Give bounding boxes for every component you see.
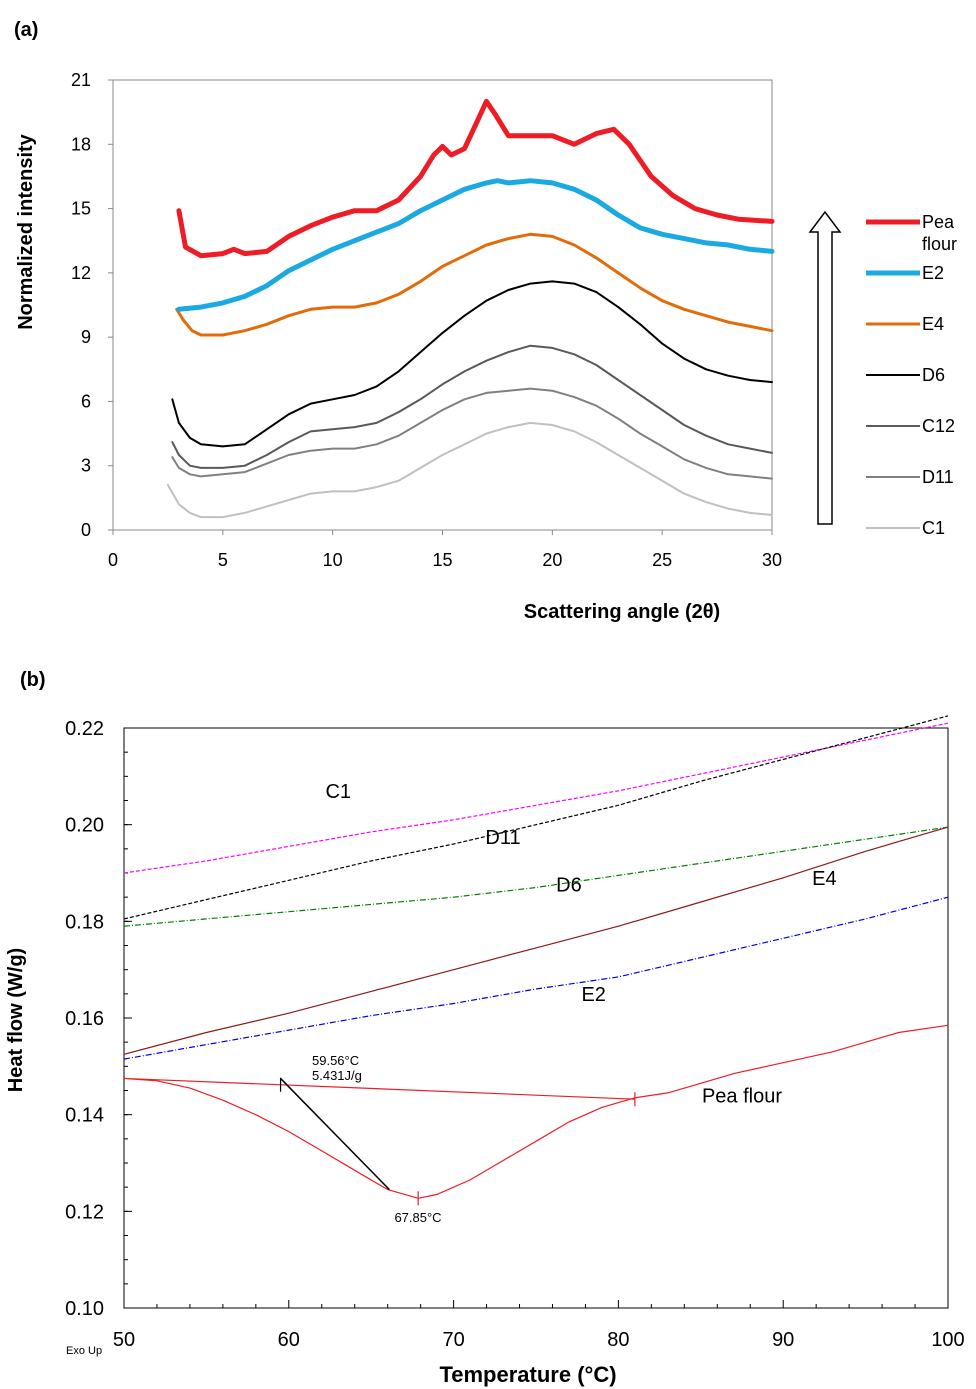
dsc-integration-baseline [123, 1077, 635, 1100]
dsc-series-pea-flour [123, 1024, 949, 1199]
xrd-series-e2 [176, 178, 775, 312]
exo-up-label: Exo Up [66, 1345, 102, 1357]
legend-label-e2: E2 [922, 263, 944, 283]
panel-b-label: (b) [20, 669, 46, 691]
peak-temperature-label: 67.85°C [394, 1210, 441, 1225]
dsc-chart: 50 60 70 80 90 100 0.10 0.12 0.14 0.16 0.18 0.20 0.2… [5, 715, 965, 1387]
dsc-onset-tangent [280, 1077, 390, 1191]
dsc-y-tick-label: 0.10 [65, 1298, 104, 1320]
dsc-y-tick-label: 0.14 [65, 1105, 104, 1127]
xrd-x-tick-label: 20 [542, 550, 562, 570]
dsc-y-tick-label: 0.18 [65, 911, 104, 933]
xrd-series-c1 [166, 421, 773, 519]
dsc-label-e4: E4 [812, 868, 836, 890]
onset-temperature-label: 59.56°C [312, 1053, 359, 1068]
xrd-x-tick-label: 0 [108, 550, 118, 570]
dsc-x-tick-label: 100 [931, 1329, 964, 1351]
dsc-y-axis-label: Heat flow (W/g) [5, 948, 27, 1092]
dsc-y-tick-label: 0.22 [65, 718, 104, 740]
xrd-x-tick-label: 15 [432, 550, 452, 570]
dsc-series-e2 [123, 896, 949, 1060]
legend-label-c1: C1 [922, 518, 945, 538]
xrd-y-tick-label: 6 [81, 391, 91, 411]
xrd-legend: Pea flour E2 E4 D6 C12 D11 C1 [866, 212, 957, 538]
dsc-label-d6: D6 [556, 874, 582, 896]
xrd-x-axis-label: Scattering angle (2θ) [524, 601, 720, 623]
dsc-label-pea-flour: Pea flour [702, 1086, 782, 1108]
increasing-order-arrow [808, 210, 842, 525]
xrd-chart: 0 5 10 15 20 25 30 0 3 6 9 12 15 18 21 Normalized inte… [15, 70, 957, 623]
dsc-label-d11: D11 [485, 827, 520, 849]
xrd-y-tick-label: 0 [81, 520, 91, 540]
xrd-y-tick-label: 12 [71, 263, 91, 283]
legend-label-pea-flour: Pea flour [922, 212, 957, 254]
dsc-x-tick-label: 90 [772, 1329, 794, 1351]
dsc-plot-area [123, 727, 949, 1309]
dsc-series-c1 [123, 722, 949, 874]
dsc-label-e2: E2 [581, 984, 605, 1006]
dsc-y-tick-label: 0.16 [65, 1008, 104, 1030]
dsc-y-tick-label: 0.12 [65, 1201, 104, 1223]
xrd-y-tick-label: 9 [81, 327, 91, 347]
legend-label-d6: D6 [922, 365, 945, 385]
xrd-series-pea-flour [176, 98, 775, 259]
dsc-x-axis-label: Temperature (°C) [439, 1362, 616, 1387]
xrd-y-tick-label: 21 [71, 70, 91, 90]
panel-a-label: (a) [14, 19, 38, 41]
dsc-label-c1: C1 [325, 781, 351, 803]
xrd-y-tick-label: 3 [81, 456, 91, 476]
dsc-series-e4 [123, 826, 949, 1055]
xrd-x-tick-label: 10 [323, 550, 343, 570]
legend-label-c12: C12 [922, 416, 955, 436]
dsc-x-tick-label: 60 [278, 1329, 300, 1351]
xrd-series-e4 [175, 232, 774, 337]
dsc-x-tick-label: 80 [607, 1329, 629, 1351]
xrd-series-c12 [171, 344, 773, 469]
legend-label-e4: E4 [922, 314, 944, 334]
xrd-y-tick-label: 15 [71, 199, 91, 219]
xrd-x-tick-label: 5 [218, 550, 228, 570]
dsc-y-tick-label: 0.20 [65, 815, 104, 837]
dsc-x-tick-label: 50 [113, 1329, 135, 1351]
enthalpy-label: 5.431J/g [312, 1068, 362, 1083]
xrd-x-tick-label: 30 [762, 550, 782, 570]
xrd-series-d11 [171, 387, 773, 480]
xrd-y-axis-label: Normalized intensity [15, 133, 37, 329]
legend-label-d11: D11 [922, 467, 954, 487]
dsc-series-d6 [123, 826, 949, 927]
xrd-y-tick-label: 18 [71, 134, 91, 154]
xrd-series-d6 [171, 280, 773, 448]
xrd-x-tick-label: 25 [652, 550, 672, 570]
dsc-series-d11 [123, 715, 949, 920]
dsc-x-tick-label: 70 [442, 1329, 464, 1351]
